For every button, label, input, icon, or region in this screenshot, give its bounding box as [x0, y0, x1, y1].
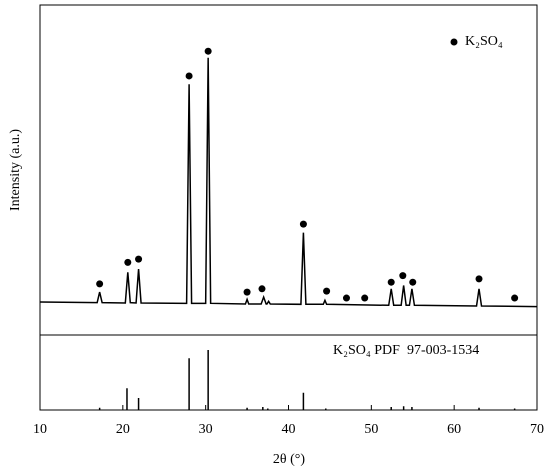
x-tick-label: 70: [530, 422, 544, 437]
x-tick-label: 60: [447, 422, 461, 437]
peak-marker: [204, 47, 212, 55]
peak-marker: [511, 294, 519, 302]
x-tick-label: 30: [199, 422, 213, 437]
x-axis-label: 2θ (°): [273, 452, 305, 467]
x-tick-label: 10: [33, 422, 47, 437]
y-axis-label: Intensity (a.u.): [8, 129, 23, 211]
peak-marker: [323, 287, 331, 295]
peak-marker: [96, 280, 104, 288]
x-tick-label: 40: [282, 422, 296, 437]
peak-marker: [361, 294, 369, 302]
x-tick-label: 20: [116, 422, 130, 437]
peak-marker: [299, 220, 307, 228]
peak-marker: [124, 258, 132, 266]
pattern-line: [39, 57, 538, 308]
top-frame: [39, 4, 538, 336]
peak-marker: [243, 288, 251, 296]
peak-marker: [258, 285, 266, 293]
legend-label: K₂SO₄: [465, 34, 503, 49]
legend-marker: [450, 38, 458, 46]
x-tick-label: 50: [364, 422, 378, 437]
peak-marker: [399, 272, 407, 280]
reference-label: K₂SO₄ PDF 97-003-1534: [333, 343, 479, 358]
peak-marker: [409, 278, 417, 286]
peak-marker: [342, 294, 350, 302]
peak-marker: [135, 255, 143, 263]
peak-marker: [475, 275, 483, 283]
peak-marker: [387, 278, 395, 286]
peak-marker: [185, 72, 193, 80]
